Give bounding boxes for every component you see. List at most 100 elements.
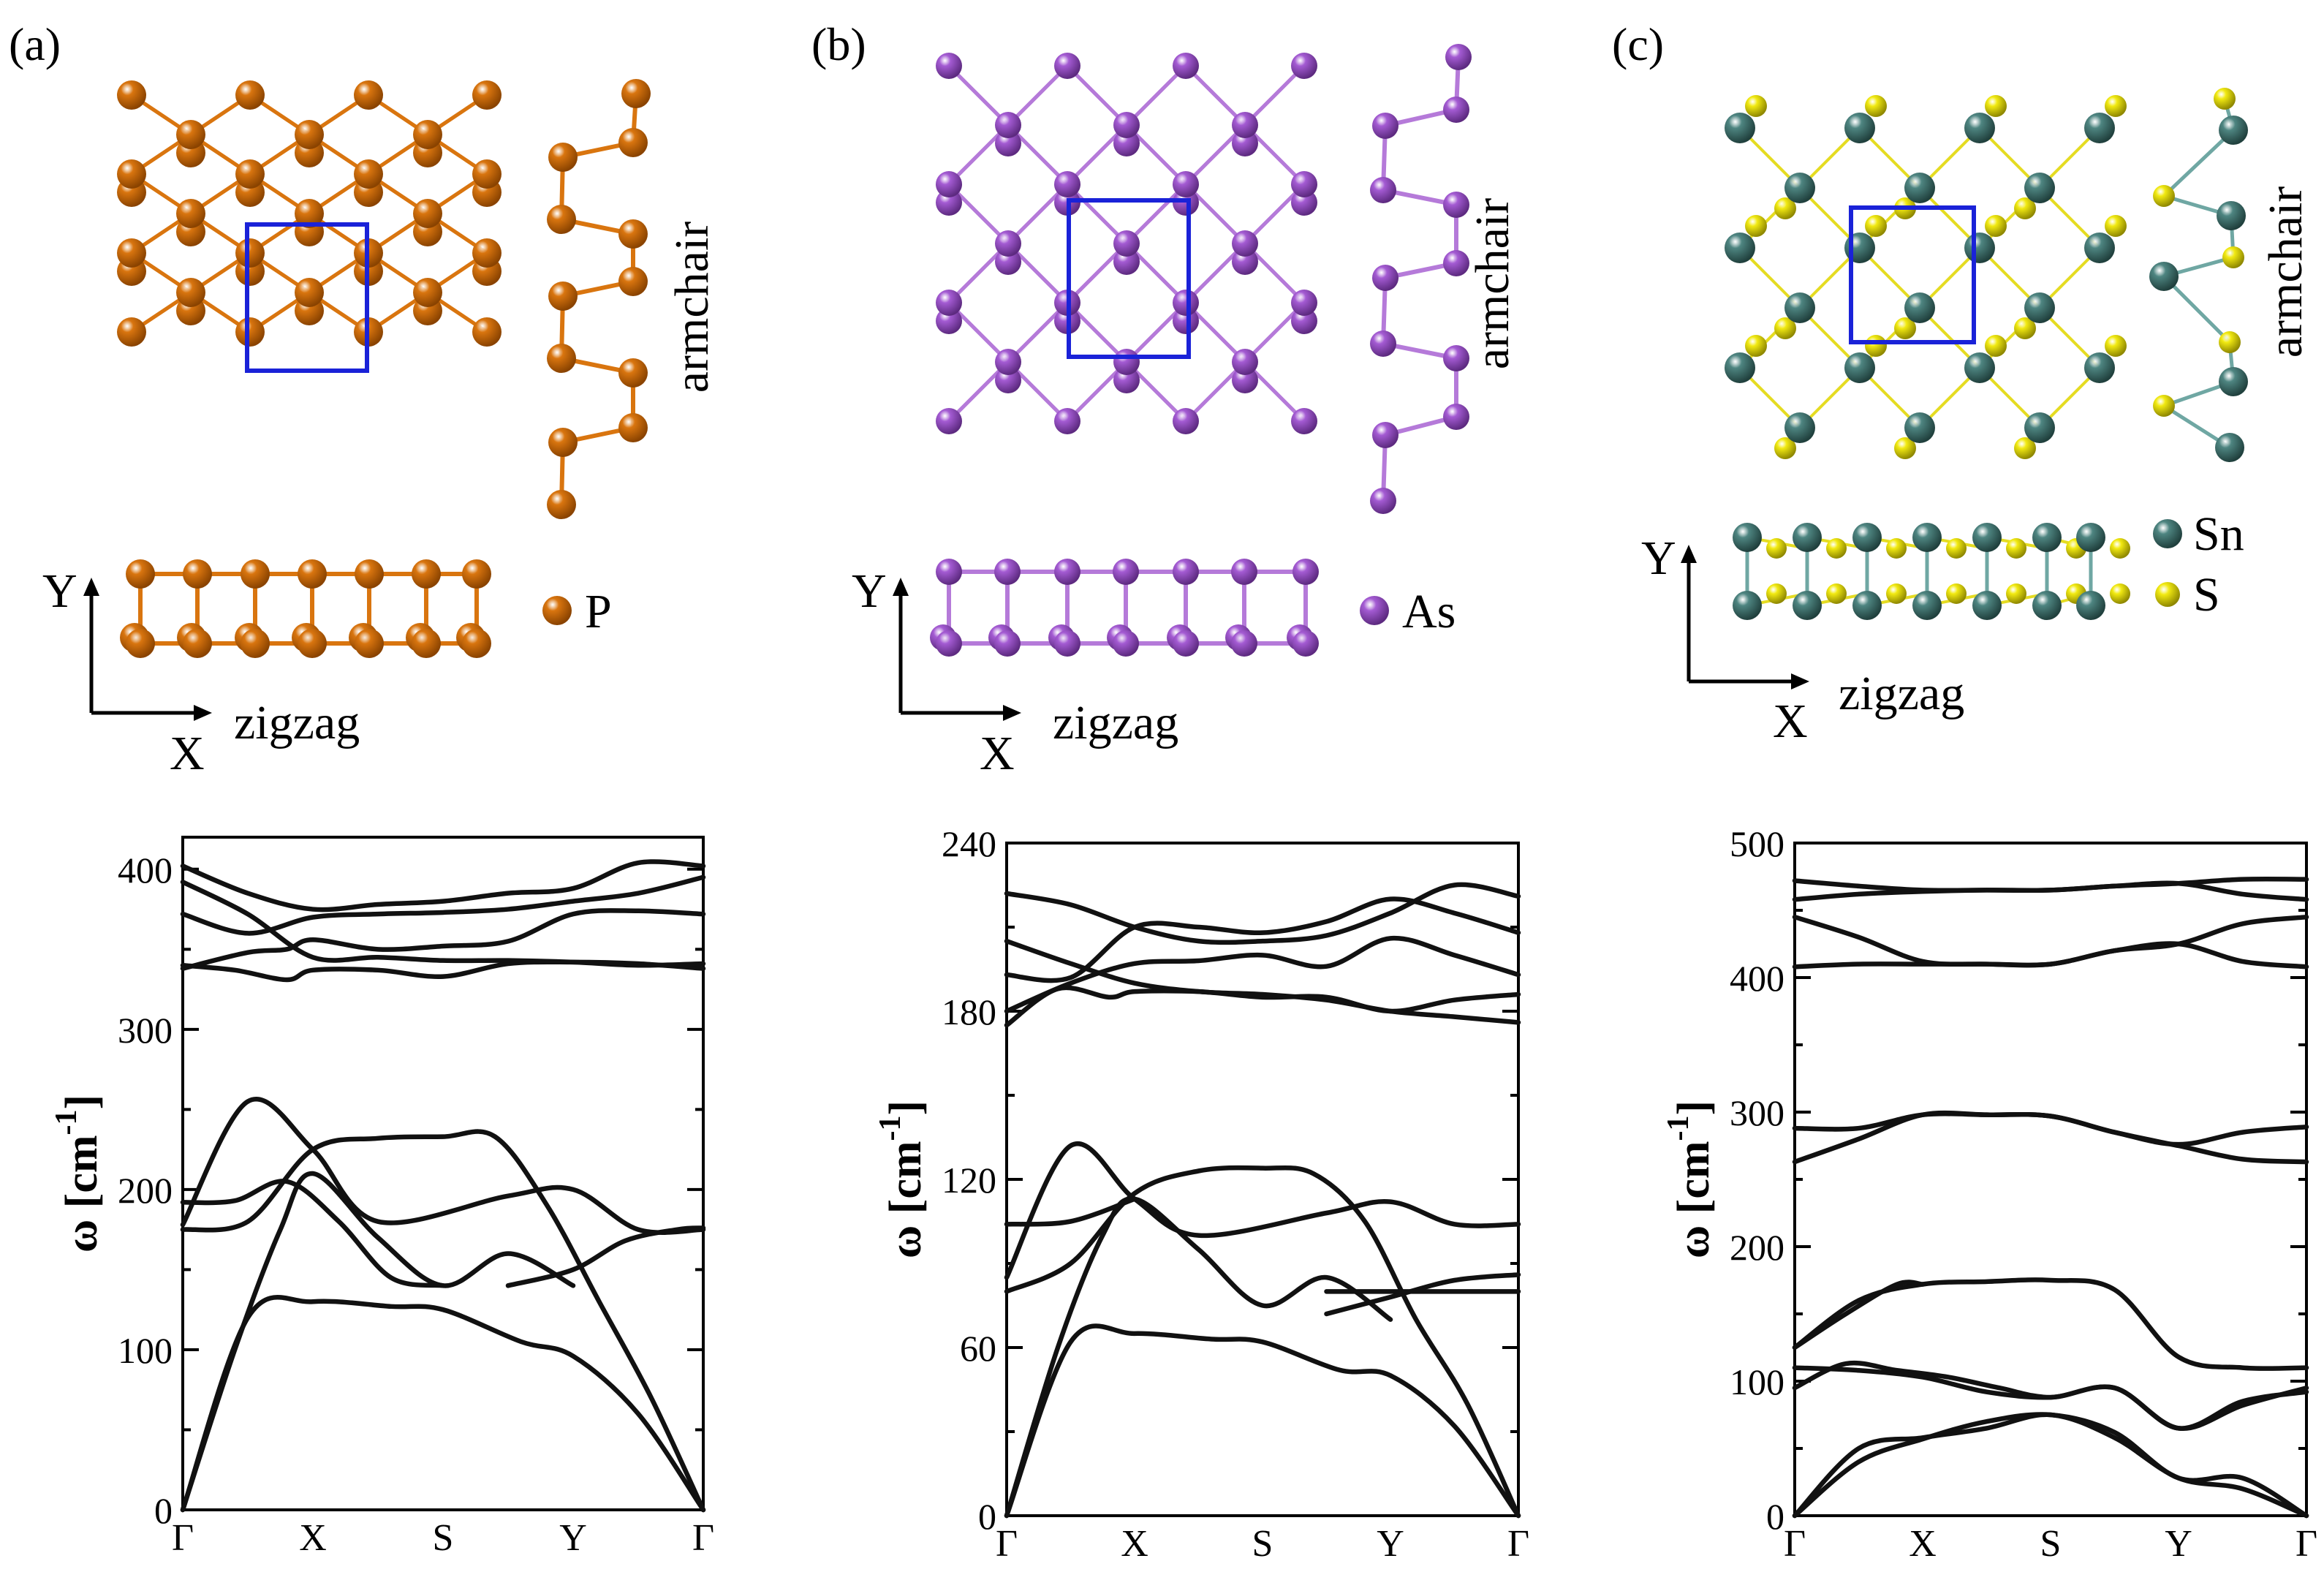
atom-S xyxy=(1946,538,1967,559)
atom-Sn xyxy=(1964,233,1995,263)
atom-P xyxy=(548,143,578,172)
x-tick-label: Y xyxy=(2165,1523,2192,1565)
phonon-band-11 xyxy=(1792,877,2309,893)
atom-As xyxy=(995,230,1021,257)
atom-P xyxy=(618,267,648,296)
atom-S xyxy=(2110,583,2130,604)
atom-Sn xyxy=(1793,591,1822,620)
x-tick-label: Γ xyxy=(692,1517,714,1559)
atom-Sn xyxy=(1733,591,1762,620)
atom-As xyxy=(1173,408,1199,434)
x-axis-label-c: X xyxy=(1773,695,1808,748)
y-axis-title-main: ω [cm xyxy=(881,1141,931,1259)
atom-Sn xyxy=(1844,352,1875,383)
atom-S xyxy=(2214,88,2236,110)
x-tick-label: Y xyxy=(1377,1523,1404,1565)
phonon-band-8 xyxy=(1004,935,1521,1014)
y-tick-label: 100 xyxy=(118,1330,173,1371)
atom-As xyxy=(1173,308,1199,334)
armchair-label-b: armchair xyxy=(1466,198,1519,370)
atom-As xyxy=(1291,189,1317,216)
atom-Sn xyxy=(1725,233,1755,263)
atom-As xyxy=(1232,349,1258,375)
axis-indicator-b: Y X zigzag xyxy=(852,564,1178,780)
atom-As xyxy=(1113,367,1140,393)
atom-S xyxy=(1865,95,1887,117)
atom-P xyxy=(355,559,384,589)
x-tick-label: Γ xyxy=(2295,1523,2317,1565)
y-axis-title-main: ω [cm xyxy=(1669,1141,1719,1259)
atom-P xyxy=(547,344,576,373)
atom-S xyxy=(2006,538,2026,559)
bond xyxy=(1006,64,1070,127)
atom-P xyxy=(298,559,327,589)
armchair-label-c: armchair xyxy=(2259,186,2312,358)
atom-As xyxy=(936,630,962,657)
atom-P xyxy=(126,629,155,658)
phonon-band-3 xyxy=(1792,1365,2309,1431)
atom-P xyxy=(472,238,501,268)
atom-As xyxy=(1232,249,1258,275)
atom-P xyxy=(548,281,578,311)
atom-Sn xyxy=(1725,352,1755,383)
y-tick-label: 180 xyxy=(942,991,996,1032)
atom-S xyxy=(2014,437,2036,459)
x-tick-label: Y xyxy=(559,1517,587,1559)
atom-Sn xyxy=(2084,352,2115,383)
phonon-band-2 xyxy=(1004,1165,1521,1519)
atom-Sn xyxy=(1725,113,1755,143)
x-tick-label: X xyxy=(1909,1523,1937,1565)
x-tick-label: S xyxy=(2040,1523,2062,1565)
atom-S xyxy=(1766,583,1787,604)
y-tick-label: 0 xyxy=(1766,1496,1784,1537)
atom-As xyxy=(995,130,1021,156)
atom-S xyxy=(1865,335,1887,357)
atom-S xyxy=(2153,185,2175,207)
atom-P xyxy=(126,559,155,589)
atom-As xyxy=(936,308,962,334)
structure-panel-c xyxy=(1725,88,2248,620)
atom-As xyxy=(1113,112,1140,138)
atom-Sn xyxy=(1784,292,1815,323)
atom-P xyxy=(235,238,265,268)
atom-S xyxy=(1946,583,1967,604)
bond xyxy=(947,64,1010,127)
y-axis-title-close: ] xyxy=(57,1095,107,1110)
atom-Sn xyxy=(1852,591,1882,620)
atom-As xyxy=(1231,559,1257,585)
atom-P xyxy=(241,629,270,658)
atom-P xyxy=(117,238,146,268)
atom-As xyxy=(1113,349,1140,375)
y-tick-label: 0 xyxy=(154,1490,173,1531)
atom-As xyxy=(1370,488,1396,514)
y-axis-title-close: ] xyxy=(1669,1100,1719,1116)
atom-As xyxy=(1292,630,1319,657)
atom-Sn xyxy=(1852,523,1882,552)
atom-Sn xyxy=(2149,262,2179,291)
structure-panel-a xyxy=(117,79,651,658)
structure-panel-b xyxy=(930,44,1472,657)
y-axis-title: ω [cm-1] xyxy=(50,1095,107,1252)
atom-As xyxy=(1291,171,1317,197)
atom-P xyxy=(618,358,648,388)
legend-swatch-P xyxy=(542,596,572,625)
atom-S xyxy=(1826,583,1847,604)
atom-As xyxy=(995,367,1021,393)
atom-S xyxy=(2153,395,2175,417)
phonon-band-0 xyxy=(1004,1323,1521,1519)
y-tick-label: 300 xyxy=(118,1010,173,1051)
unit-cell-box xyxy=(1067,198,1191,359)
atom-Sn xyxy=(1793,523,1822,552)
phonon-chart-b: 0 60 120 180 240 Γ X S Y Γω [cm-1] xyxy=(874,823,1529,1565)
atom-Sn xyxy=(1972,523,2002,552)
atom-S xyxy=(1774,197,1796,219)
atom-P xyxy=(176,120,205,149)
atom-S xyxy=(1766,538,1787,559)
atom-S xyxy=(1774,317,1796,339)
atom-Sn xyxy=(2024,292,2055,323)
atom-P xyxy=(413,199,442,228)
y-axis-title-close: ] xyxy=(881,1100,931,1116)
atom-Sn xyxy=(2219,367,2248,396)
atom-S xyxy=(2105,95,2127,117)
atom-As xyxy=(1113,130,1140,156)
